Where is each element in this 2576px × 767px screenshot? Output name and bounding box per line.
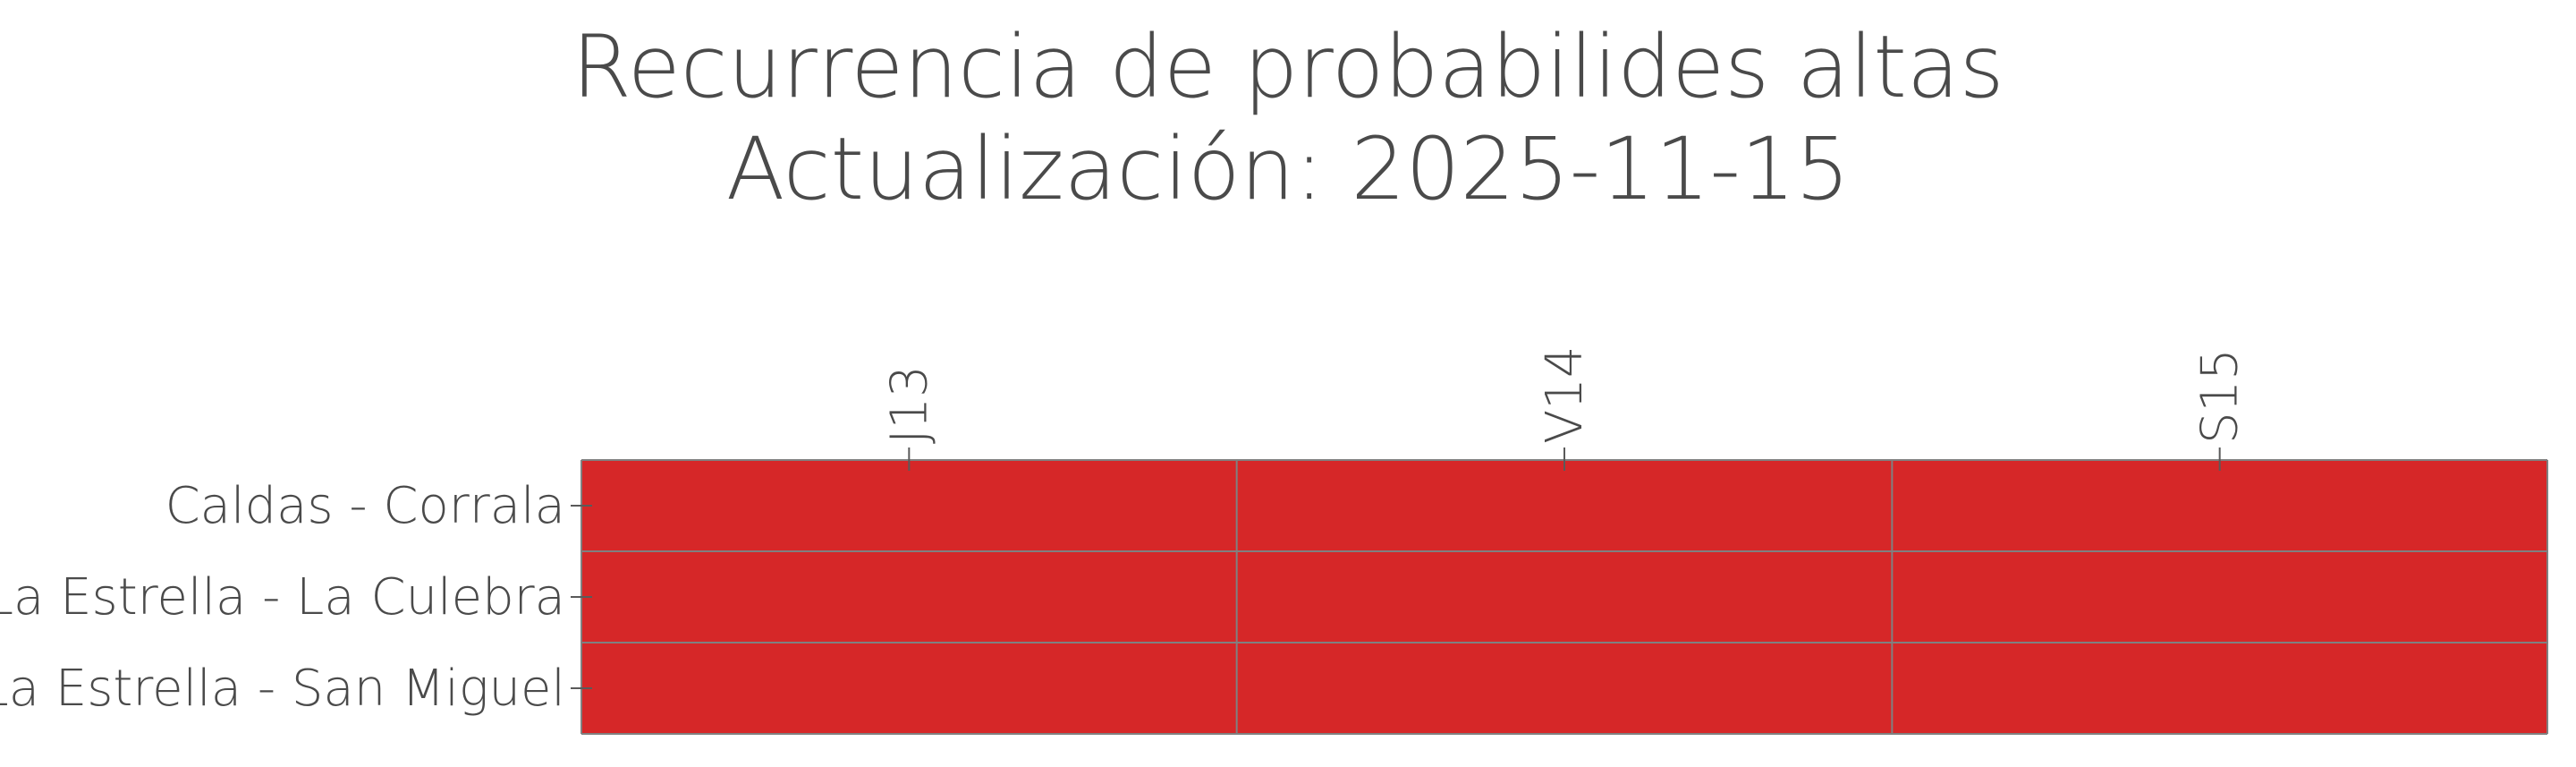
heatmap-cell-1-1 <box>1236 551 1893 643</box>
heatmap-cells <box>581 460 2547 734</box>
heatmap-cell-1-2 <box>1892 551 2547 643</box>
heatmap-cell-0-0 <box>581 460 1237 551</box>
y-axis: Caldas - Corrala La Estrella - La Culebra… <box>0 477 592 718</box>
heatmap-cell-2-2 <box>1892 643 2547 734</box>
heatmap-cell-2-1 <box>1236 643 1893 734</box>
y-tick-label: La Estrella - San Miguel <box>0 660 565 718</box>
chart-subtitle: Actualización: 2025-11-15 <box>726 119 1850 219</box>
x-tick-label: J13 <box>880 365 938 444</box>
heatmap-cell-1-0 <box>581 551 1237 643</box>
heatmap-cell-2-0 <box>581 643 1237 734</box>
x-tick-label: S15 <box>2191 348 2250 444</box>
heatmap-cell-0-2 <box>1892 460 2547 551</box>
x-tick-label: V14 <box>1536 345 1594 444</box>
y-tick-label: La Estrella - La Culebra <box>0 568 565 626</box>
chart-title: Recurrencia de probabilides altas <box>572 17 2004 117</box>
heatmap-cell-0-1 <box>1236 460 1893 551</box>
y-tick-label: Caldas - Corrala <box>165 477 565 535</box>
x-axis: J13 V14 S15 <box>880 345 2250 471</box>
